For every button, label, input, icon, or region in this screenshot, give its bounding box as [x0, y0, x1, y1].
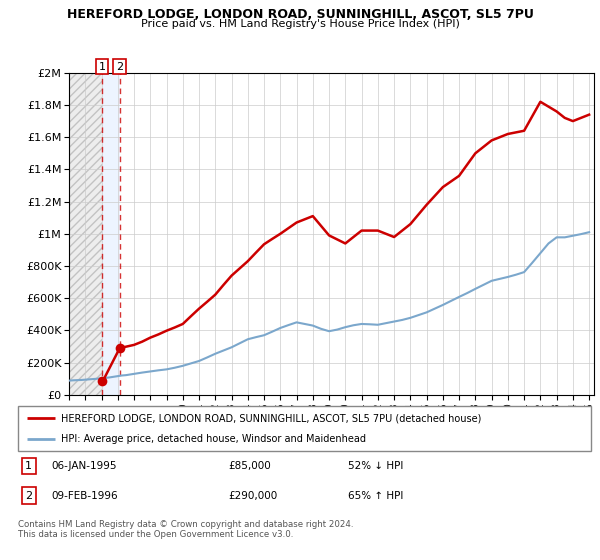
Text: 2: 2: [116, 62, 123, 72]
Text: HEREFORD LODGE, LONDON ROAD, SUNNINGHILL, ASCOT, SL5 7PU (detached house): HEREFORD LODGE, LONDON ROAD, SUNNINGHILL…: [61, 413, 481, 423]
Text: 2: 2: [25, 491, 32, 501]
Text: HEREFORD LODGE, LONDON ROAD, SUNNINGHILL, ASCOT, SL5 7PU: HEREFORD LODGE, LONDON ROAD, SUNNINGHILL…: [67, 8, 533, 21]
Bar: [69, 73, 102, 395]
Text: Price paid vs. HM Land Registry's House Price Index (HPI): Price paid vs. HM Land Registry's House …: [140, 19, 460, 29]
Bar: [69, 73, 102, 395]
Text: £290,000: £290,000: [228, 491, 277, 501]
Text: 1: 1: [98, 62, 106, 72]
Bar: [102, 73, 120, 395]
Text: 65% ↑ HPI: 65% ↑ HPI: [348, 491, 403, 501]
Text: £85,000: £85,000: [228, 461, 271, 471]
FancyBboxPatch shape: [18, 406, 591, 451]
Text: 09-FEB-1996: 09-FEB-1996: [51, 491, 118, 501]
Text: 06-JAN-1995: 06-JAN-1995: [51, 461, 116, 471]
Text: 52% ↓ HPI: 52% ↓ HPI: [348, 461, 403, 471]
Text: Contains HM Land Registry data © Crown copyright and database right 2024.
This d: Contains HM Land Registry data © Crown c…: [18, 520, 353, 539]
Text: HPI: Average price, detached house, Windsor and Maidenhead: HPI: Average price, detached house, Wind…: [61, 433, 366, 444]
Text: 1: 1: [25, 461, 32, 471]
